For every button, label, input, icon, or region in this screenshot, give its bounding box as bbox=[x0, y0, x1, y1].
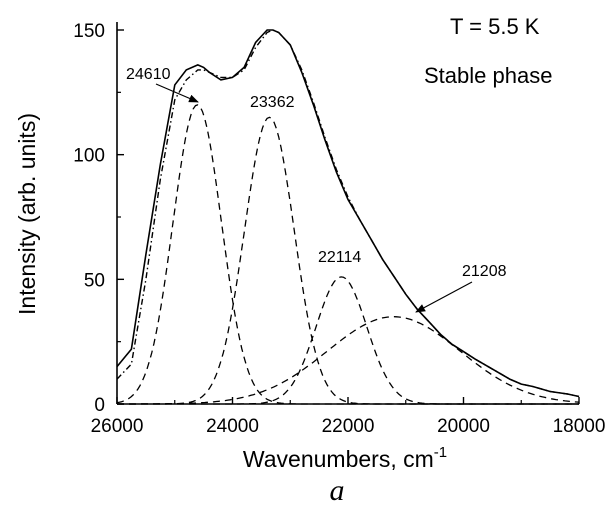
x-ticks: 26000 24000 22000 20000 18000 bbox=[91, 397, 606, 437]
x-tick-label: 22000 bbox=[322, 416, 375, 437]
peak-arrow-21208 bbox=[415, 281, 473, 313]
y-axis-label: Intensity (arb. units) bbox=[14, 113, 40, 315]
y-tick-label: 100 bbox=[73, 146, 105, 167]
x-tick-label: 26000 bbox=[91, 416, 144, 437]
y-tick-label: 50 bbox=[84, 270, 105, 291]
x-tick-label: 24000 bbox=[206, 416, 259, 437]
gaussian-curves bbox=[116, 104, 580, 405]
phase-label: Stable phase bbox=[424, 63, 552, 88]
series-line-dash-dot bbox=[116, 29, 580, 398]
gaussian-curve-21208 bbox=[117, 316, 580, 405]
x-axis-label: Wavenumbers, cm-1 bbox=[243, 444, 447, 472]
temperature-label: T = 5.5 K bbox=[450, 14, 540, 39]
x-axis-label-superscript: -1 bbox=[434, 444, 447, 461]
series-lines bbox=[116, 29, 580, 398]
x-tick-label: 18000 bbox=[553, 416, 606, 437]
peak-label-23362: 23362 bbox=[250, 94, 295, 111]
y-tick-label: 150 bbox=[73, 21, 105, 42]
x-axis-label-text: Wavenumbers, cm bbox=[243, 446, 434, 472]
peak-label-21208: 21208 bbox=[462, 263, 507, 280]
panel-label: a bbox=[330, 474, 345, 507]
peak-arrow-24610 bbox=[155, 83, 199, 103]
series-line-solid bbox=[116, 29, 580, 398]
y-ticks: 0 50 100 150 bbox=[73, 21, 124, 416]
gaussian-curve-22114 bbox=[117, 276, 579, 405]
gaussian-curve-24610 bbox=[116, 104, 579, 405]
y-tick-label: 0 bbox=[94, 395, 105, 416]
x-tick-label: 20000 bbox=[437, 416, 490, 437]
peak-label-24610: 24610 bbox=[126, 66, 171, 83]
peak-label-22114: 22114 bbox=[318, 249, 361, 266]
gaussian-curve-23362 bbox=[117, 116, 579, 405]
